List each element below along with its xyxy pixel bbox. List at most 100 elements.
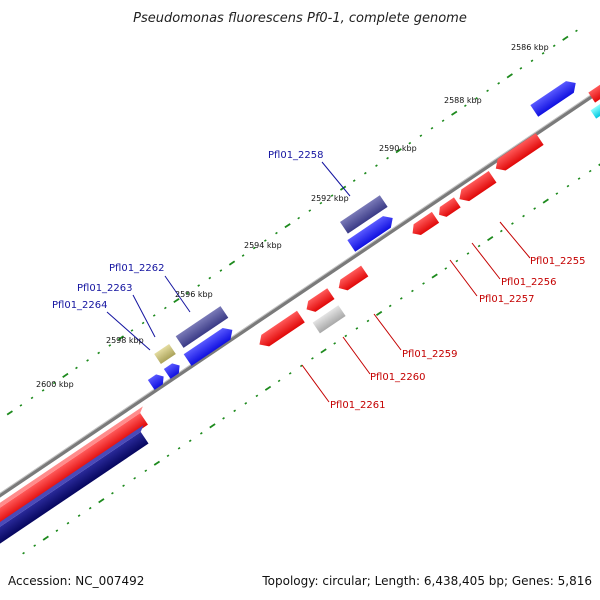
gene-cyan-edge[interactable]	[590, 103, 600, 119]
scale-tick-outer-16	[108, 344, 112, 347]
gene-pfl01-2259[interactable]	[335, 265, 369, 294]
scale-tick-inner-38	[422, 282, 425, 285]
gene-label-pfl01-2256[interactable]: Pfl01_2256	[501, 277, 557, 288]
gene-pfl01-2255[interactable]	[492, 133, 544, 174]
scale-tick-inner-15	[166, 454, 170, 458]
scale-tick-inner-42	[466, 252, 470, 255]
gene-label-pfl01-2255[interactable]: Pfl01_2255	[530, 256, 586, 267]
scale-tick-inner-14	[153, 460, 161, 466]
scale-tick-outer-43	[408, 141, 412, 145]
scale-tick-inner-52	[577, 177, 581, 180]
gene-label-pfl01-2264[interactable]: Pfl01_2264	[52, 300, 108, 311]
gene-pfl01-2257-a[interactable]	[436, 197, 461, 219]
scale-tick-inner-49	[542, 198, 549, 204]
scale-tick-inner-11	[122, 484, 125, 488]
scale-tick-inner-50	[555, 192, 559, 195]
scale-tick-inner-29	[320, 348, 327, 354]
scale-tick-outer-12	[62, 372, 69, 378]
scale-tick-inner-44	[487, 236, 494, 242]
scale-tick-outer-58	[575, 29, 578, 33]
scale-tick-inner-41	[455, 259, 459, 263]
gene-pfl01-2264[interactable]	[147, 372, 167, 390]
scale-tick-outer-22	[173, 297, 180, 304]
gene-label-pfl01-2260[interactable]: Pfl01_2260	[370, 372, 426, 383]
kbp-label-2600: 2600 kbp	[36, 380, 74, 389]
scale-tick-outer-51	[497, 82, 501, 85]
gene-label-pfl01-2259[interactable]: Pfl01_2259	[402, 349, 458, 360]
scale-tick-inner-17	[188, 439, 192, 443]
scale-tick-outer-14	[86, 359, 89, 362]
scale-tick-outer-26	[219, 269, 223, 272]
scale-tick-inner-25	[277, 379, 281, 383]
gene-forward-2596[interactable]	[183, 324, 237, 366]
gene-pfl01-2262[interactable]	[175, 306, 229, 348]
scale-tick-outer-48	[463, 104, 467, 108]
scale-tick-inner-46	[511, 222, 514, 225]
scale-tick-inner-7	[77, 514, 81, 517]
scale-tick-inner-48	[533, 207, 537, 210]
gene-reverse-edge[interactable]	[588, 84, 600, 103]
scale-tick-outer-42	[395, 148, 402, 154]
scale-tick-inner-4	[42, 535, 49, 541]
scale-tick-outer-15	[97, 351, 101, 355]
scale-tick-outer-35	[319, 201, 323, 205]
gene-pfl01-2258[interactable]	[340, 195, 388, 234]
large-navy-gene[interactable]	[0, 425, 154, 556]
large-reverse-gene[interactable]	[0, 406, 153, 537]
scale-tick-outer-44	[419, 134, 423, 137]
scale-tick-outer-21	[163, 306, 167, 310]
gene-label-pfl01-2257[interactable]: Pfl01_2257	[479, 294, 535, 305]
scale-tick-outer-30	[263, 239, 267, 242]
gene-pfl01-2257[interactable]	[409, 211, 440, 238]
scale-tick-inner-53	[588, 169, 592, 173]
scale-tick-inner-35	[388, 304, 392, 308]
scale-tick-outer-49	[475, 96, 478, 100]
gene-label-pfl01-2263[interactable]: Pfl01_2263	[77, 283, 133, 294]
gene-pfl01-2260-a[interactable]	[303, 288, 335, 315]
scale-tick-inner-13	[144, 469, 148, 473]
accession-text: Accession: NC_007492	[8, 574, 144, 588]
gene-forward-small-a[interactable]	[163, 361, 183, 379]
scale-tick-outer-19	[141, 321, 145, 325]
scale-tick-inner-28	[311, 357, 314, 360]
gene-label-pfl01-2262[interactable]: Pfl01_2262	[109, 263, 165, 274]
scale-tick-inner-43	[477, 244, 481, 248]
gene-pfl01-2260[interactable]	[312, 305, 346, 334]
map-title: Pseudomonas fluorescens Pf0-1, complete …	[133, 11, 467, 26]
scale-tick-outer-20	[152, 314, 156, 317]
scale-tick-inner-39	[431, 273, 438, 279]
scale-tick-outer-9	[30, 396, 34, 400]
scale-tick-inner-36	[399, 297, 403, 300]
scale-tick-outer-55	[541, 52, 545, 55]
reverse-leader-lines	[301, 221, 531, 403]
kbp-label-2588: 2588 kbp	[444, 96, 482, 105]
scale-tick-inner-40	[444, 267, 448, 270]
gene-pfl01-2256[interactable]	[456, 171, 497, 205]
gene-pfl01-2263[interactable]	[154, 343, 176, 365]
scale-tick-outer-29	[252, 246, 256, 250]
gene-label-pfl01-2258[interactable]: Pfl01_2258	[268, 150, 324, 161]
scale-tick-inner-3	[33, 544, 37, 547]
gene-label-pfl01-2261[interactable]: Pfl01_2261	[330, 400, 386, 411]
scale-tick-inner-31	[344, 334, 348, 338]
scale-tick-outer-10	[41, 389, 45, 392]
scale-tick-dots	[0, 29, 600, 555]
scale-tick-inner-12	[133, 476, 137, 480]
kbp-label-2598: 2598 kbp	[106, 336, 144, 345]
gene-pfl01-2261[interactable]	[256, 310, 305, 351]
gene-forward-2592[interactable]	[347, 212, 396, 252]
kbp-label-2594: 2594 kbp	[244, 241, 282, 250]
scale-tick-outer-41	[386, 156, 389, 160]
forward-leader-lines	[106, 161, 351, 351]
scale-tick-outer-8	[19, 404, 23, 407]
scale-tick-inner-8	[88, 506, 92, 510]
scale-tick-outer-23	[186, 291, 189, 295]
gene-forward-2586[interactable]	[530, 77, 579, 117]
scale-tick-inner-45	[499, 229, 503, 233]
scale-tick-inner-26	[288, 372, 292, 375]
scale-tick-outer-18	[130, 329, 134, 332]
scale-tick-outer-34	[308, 209, 312, 212]
scale-tick-inner-30	[333, 342, 337, 345]
kbp-label-2592: 2592 kbp	[311, 194, 349, 203]
scale-tick-outer-11	[52, 381, 56, 385]
